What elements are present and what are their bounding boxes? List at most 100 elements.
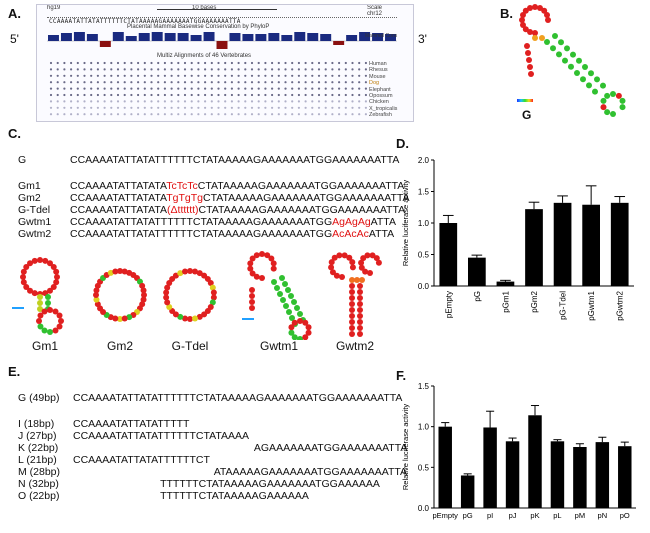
alignment-cell: [130, 87, 133, 90]
gtdel-loop-nucleotide: [172, 272, 179, 279]
alignment-cell: [324, 100, 327, 103]
stem-nucleotide: [544, 39, 550, 45]
gm2-loop-nucleotide: [93, 292, 99, 298]
gm2-loop-nucleotide: [140, 287, 147, 294]
gwtm1-loop-nucleotide: [253, 252, 260, 259]
alignment-cell: [83, 87, 86, 90]
alignment-cell: [277, 68, 280, 71]
gm2-loop-nucleotide: [117, 316, 123, 322]
alignment-cell: [116, 93, 120, 97]
alignment-cell: [143, 87, 146, 90]
construct-sequence: CCAAAATATTATATTTTTTCTATAAAAAGAAAAAAATGGA…: [70, 154, 399, 166]
alignment-cell: [157, 68, 160, 71]
alignment-cell: [49, 61, 53, 65]
gwtm1-loop2-nucleotide: [305, 329, 312, 336]
gm1-stem: [37, 306, 43, 312]
cons-bar: [255, 34, 267, 41]
alignment-cell: [284, 61, 287, 65]
gm1-loop-nucleotide: [31, 290, 38, 297]
gwtm2-loop-nucleotide: [373, 255, 380, 262]
deletion-sequence: CCAAAATATTATATTTTTTCTATAAAAAGAAAAAAATGGA…: [73, 392, 403, 404]
gwtm2-stem: [357, 331, 363, 337]
alignment-cell: [49, 68, 53, 71]
alignment-cell: [83, 74, 86, 77]
structure-gm1: [12, 257, 64, 335]
alignment-cell: [76, 100, 79, 103]
alignment-cell: [210, 106, 213, 109]
alignment-cell: [177, 68, 180, 71]
alignment-cell: [297, 113, 300, 116]
alignment-cell: [183, 61, 187, 65]
alignment-cell: [351, 113, 354, 116]
alignment-cell: [264, 74, 267, 77]
alignment-cell: [291, 61, 294, 65]
alignment-cell: [204, 74, 207, 77]
gwtm1-tail: [249, 305, 255, 311]
deletion-sequence: TTTTTTCTATAAAAAGAAAAAAATGGAAAAAA: [160, 478, 380, 490]
alignment-cell: [83, 61, 86, 65]
construct-name: Gm2: [18, 192, 41, 204]
scale-bar: [157, 9, 277, 10]
gm1-loop-nucleotide: [37, 257, 43, 263]
alignment-cell: [250, 113, 254, 116]
alignment-cell: [284, 68, 287, 71]
alignment-cell: [83, 68, 86, 71]
alignment-cell: [250, 74, 254, 77]
tail-nucleotide: [525, 50, 531, 56]
alignment-cell: [311, 81, 314, 84]
cons-bar: [86, 34, 98, 41]
panel-e-label: E.: [8, 364, 21, 379]
bar: [438, 426, 452, 508]
gtdel-loop-nucleotide: [207, 280, 214, 286]
alignment-cell: [317, 61, 321, 65]
gwtm2-stem: [349, 283, 355, 289]
gwtm1-loop-nucleotide: [270, 260, 277, 267]
alignment-cell: [123, 100, 126, 103]
alignment-cell: [217, 68, 220, 71]
alignment-cell: [264, 87, 267, 90]
gtdel-loop-nucleotide: [177, 270, 184, 277]
alignment-cell: [96, 81, 99, 84]
alignment-cell: [137, 81, 140, 84]
alignment-cell: [110, 113, 113, 116]
gwtm1-tail: [249, 287, 255, 293]
alignment-cell: [63, 61, 66, 65]
alignment-cell: [177, 113, 180, 116]
hairpin-loop-nucleotide: [527, 29, 534, 36]
alignment-cell: [217, 93, 220, 97]
alignment-cell: [224, 106, 227, 109]
cons-bar: [216, 41, 228, 49]
x-tick-label: pGwtm2: [616, 290, 625, 320]
alignment-cell: [230, 87, 233, 90]
alignment-cell: [224, 100, 227, 103]
alignment-cell: [56, 100, 59, 103]
alignment-cell: [257, 100, 260, 103]
alignment-cell: [230, 100, 233, 103]
alignment-cell: [116, 87, 120, 90]
alignment-cell: [163, 113, 166, 116]
alignment-cell: [284, 74, 287, 77]
alignment-cell: [76, 93, 79, 97]
structure-gtdel: [163, 268, 217, 322]
reference-sequence: CCAAAATATTATATTTTTTCTATAAAAAGAAAAAAATGGA…: [49, 18, 241, 25]
gm1-loop-nucleotide: [46, 287, 53, 294]
gwtm1-loop2-nucleotide: [302, 334, 309, 340]
alignment-cell: [364, 81, 367, 84]
alignment-cell: [351, 61, 354, 65]
alignment-cell: [150, 61, 153, 65]
panel-d-label: D.: [396, 136, 409, 151]
gwtm2-loop-nucleotide: [367, 270, 373, 276]
alignment-cell: [96, 68, 99, 71]
alignment-cell: [364, 106, 367, 109]
sequence-part: CCAAAATATTATATTTTTTCTATAAAAAGAAAAAAATGG: [70, 228, 333, 240]
alignment-cell: [70, 68, 73, 71]
x-tick-label: pG-Tdel: [559, 291, 568, 320]
alignment-cell: [90, 106, 93, 109]
alignment-cell: [157, 113, 160, 116]
alignment-cell: [197, 113, 200, 116]
y-tick-label: 1.0: [418, 219, 430, 228]
alignment-cell: [90, 100, 93, 103]
alignment-cell: [63, 81, 66, 84]
alignment-cell: [56, 68, 59, 71]
alignment-cell: [224, 87, 227, 90]
